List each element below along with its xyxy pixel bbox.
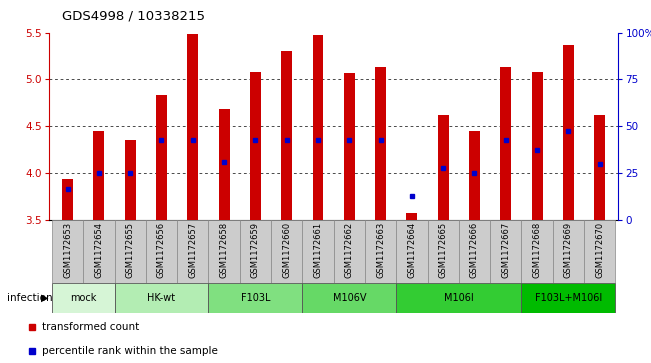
- Bar: [187, 34, 199, 220]
- Bar: [302, 220, 333, 283]
- Bar: [240, 220, 271, 283]
- Bar: [490, 220, 521, 283]
- Text: GSM1172670: GSM1172670: [595, 221, 604, 278]
- Text: M106I: M106I: [444, 293, 474, 303]
- Text: M106V: M106V: [333, 293, 366, 303]
- Bar: [469, 131, 480, 220]
- Bar: [365, 220, 396, 283]
- Text: percentile rank within the sample: percentile rank within the sample: [42, 346, 217, 356]
- Text: F103L+M106I: F103L+M106I: [534, 293, 602, 303]
- Bar: [94, 131, 104, 220]
- Bar: [302, 283, 396, 313]
- Bar: [594, 115, 605, 220]
- Text: GSM1172653: GSM1172653: [63, 221, 72, 278]
- Bar: [406, 213, 417, 220]
- Bar: [521, 283, 615, 313]
- Text: GSM1172663: GSM1172663: [376, 221, 385, 278]
- Text: GDS4998 / 10338215: GDS4998 / 10338215: [62, 9, 205, 22]
- Bar: [146, 220, 177, 283]
- Bar: [563, 45, 574, 220]
- Bar: [312, 36, 324, 220]
- Text: GSM1172664: GSM1172664: [408, 221, 417, 278]
- Text: GSM1172669: GSM1172669: [564, 221, 573, 278]
- Bar: [532, 72, 542, 220]
- Text: GSM1172662: GSM1172662: [345, 221, 353, 278]
- Bar: [83, 220, 115, 283]
- Bar: [250, 72, 261, 220]
- Text: GSM1172667: GSM1172667: [501, 221, 510, 278]
- Text: GSM1172654: GSM1172654: [94, 221, 104, 278]
- Text: GSM1172668: GSM1172668: [533, 221, 542, 278]
- Bar: [584, 220, 615, 283]
- Text: GSM1172655: GSM1172655: [126, 221, 135, 278]
- Text: GSM1172657: GSM1172657: [188, 221, 197, 278]
- Bar: [428, 220, 459, 283]
- Text: GSM1172656: GSM1172656: [157, 221, 166, 278]
- Text: GSM1172658: GSM1172658: [219, 221, 229, 278]
- Bar: [521, 220, 553, 283]
- Bar: [52, 220, 83, 283]
- Bar: [396, 283, 521, 313]
- Bar: [156, 95, 167, 220]
- Bar: [281, 52, 292, 220]
- Bar: [125, 140, 135, 220]
- Bar: [208, 220, 240, 283]
- Text: HK-wt: HK-wt: [147, 293, 176, 303]
- Bar: [375, 67, 386, 220]
- Bar: [62, 179, 73, 220]
- Bar: [437, 115, 449, 220]
- Text: GSM1172659: GSM1172659: [251, 221, 260, 278]
- Bar: [501, 67, 511, 220]
- Text: GSM1172666: GSM1172666: [470, 221, 479, 278]
- Text: GSM1172665: GSM1172665: [439, 221, 448, 278]
- Bar: [459, 220, 490, 283]
- Text: transformed count: transformed count: [42, 322, 139, 333]
- Bar: [553, 220, 584, 283]
- Text: F103L: F103L: [241, 293, 270, 303]
- Text: GSM1172660: GSM1172660: [282, 221, 291, 278]
- Bar: [115, 283, 208, 313]
- Bar: [115, 220, 146, 283]
- Text: infection: infection: [7, 293, 52, 303]
- Bar: [208, 283, 302, 313]
- Bar: [396, 220, 428, 283]
- Text: ▶: ▶: [41, 293, 49, 303]
- Bar: [271, 220, 302, 283]
- Bar: [333, 220, 365, 283]
- Text: mock: mock: [70, 293, 96, 303]
- Bar: [219, 109, 230, 220]
- Bar: [52, 283, 115, 313]
- Bar: [177, 220, 208, 283]
- Text: GSM1172661: GSM1172661: [314, 221, 322, 278]
- Bar: [344, 73, 355, 220]
